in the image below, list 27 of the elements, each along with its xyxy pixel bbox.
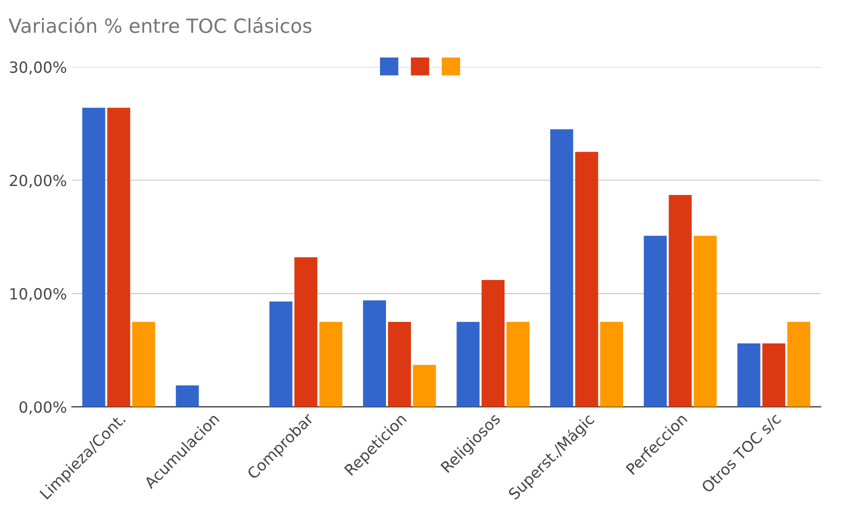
y-tick-label: 0,00% [20, 401, 66, 414]
bar [269, 301, 292, 407]
bar [132, 322, 156, 407]
bar [506, 322, 530, 407]
bar [176, 385, 199, 407]
y-tick-label: 30,00% [10, 61, 66, 75]
bar [575, 152, 598, 407]
bar [388, 322, 411, 407]
bar [644, 236, 667, 407]
bar [82, 108, 106, 407]
bar [482, 280, 505, 407]
bar [787, 322, 810, 407]
bar [737, 343, 760, 407]
bar [668, 194, 692, 407]
bar [363, 300, 386, 407]
y-tick-label: 10,00% [10, 288, 66, 302]
y-tick-label: 20,00% [10, 174, 66, 188]
bar [294, 257, 318, 407]
bar [456, 322, 480, 407]
chart-title: Variación % entre TOC Clásicos [8, 17, 312, 34]
bar [319, 322, 342, 407]
bar [600, 322, 624, 407]
bar [550, 129, 574, 407]
bar [762, 343, 786, 407]
bar [694, 236, 717, 407]
bar [412, 364, 436, 407]
bar [107, 108, 130, 407]
